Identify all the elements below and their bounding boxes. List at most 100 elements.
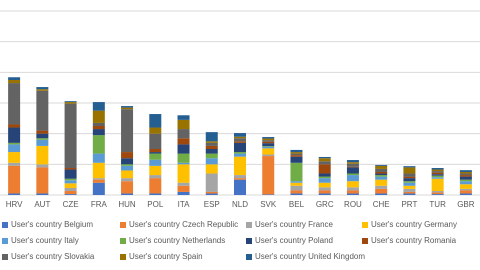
legend-swatch [120, 254, 126, 260]
bar-segment [346, 190, 359, 194]
bar-segment [431, 175, 444, 178]
bar-segment [431, 171, 444, 173]
bar-segment [205, 141, 218, 143]
bar-segment [346, 167, 359, 174]
bar-segment [36, 89, 49, 91]
bar-segment [36, 193, 49, 195]
bar-segment [8, 127, 21, 143]
x-tick-label: PRT [401, 200, 417, 209]
legend-label: User's country Germany [371, 220, 457, 229]
bar-segment [121, 109, 134, 153]
legend-swatch [2, 238, 8, 244]
bar-segment [290, 193, 303, 195]
bar-segment [121, 106, 134, 108]
bar-segment [177, 191, 190, 195]
bar-segment [36, 167, 49, 194]
bar-segment [177, 185, 190, 192]
bar-segment [459, 190, 472, 194]
x-tick-label: GBR [457, 200, 475, 209]
legend-swatch [2, 254, 8, 260]
bar-segment [205, 173, 218, 192]
x-tick-label: BEL [289, 200, 305, 209]
bar-segment [234, 179, 246, 195]
bar-segment [375, 173, 388, 176]
bar-segment [64, 103, 77, 169]
bar-segment [149, 152, 162, 154]
bar-segment [431, 178, 444, 192]
legend-label: User's country Italy [11, 236, 79, 245]
bar-segment [403, 181, 416, 183]
bar-segment [234, 136, 246, 139]
x-tick-label: ROU [344, 200, 362, 209]
bar-segment [459, 170, 472, 172]
legend-label: User's country Czech Republic [129, 220, 238, 229]
legend-label: User's country Slovakia [11, 252, 95, 261]
bar-segment [403, 182, 416, 186]
bar-segment [262, 138, 275, 141]
bar-segment [318, 161, 331, 165]
bar-segment [234, 156, 246, 176]
bar-segment [459, 176, 472, 180]
bar-segment [121, 193, 134, 195]
bar-segment [403, 193, 416, 195]
bar-segment [318, 173, 331, 177]
bar-segment [92, 178, 105, 180]
legend-swatch [120, 222, 126, 228]
bar-segment [346, 162, 359, 164]
bar-segment [121, 107, 134, 110]
bar-segment [459, 172, 472, 174]
bar-segment [234, 152, 246, 154]
bar-segment [64, 102, 77, 104]
bar-segment [177, 182, 190, 186]
bar-segment [262, 141, 275, 144]
legend-swatch [246, 254, 252, 260]
bar-segment [177, 164, 190, 183]
x-tick-label: AUT [34, 200, 50, 209]
bar-segment [234, 153, 246, 157]
bar-segment [375, 164, 388, 166]
bar-segment [318, 178, 331, 183]
bar-segment [36, 139, 49, 146]
x-tick-label: FRA [91, 200, 108, 209]
bar-segment [290, 190, 303, 194]
legend-label: User's country Spain [129, 252, 203, 261]
bar-segment [346, 193, 359, 195]
bar-segment [149, 114, 162, 128]
bar-segment [318, 193, 331, 195]
legend-label: User's country Belgium [11, 220, 93, 229]
bar-segment [64, 183, 77, 188]
bar-segment [431, 191, 444, 193]
bar-segment [459, 188, 472, 191]
bar-segment [290, 152, 303, 154]
bar-segment [431, 177, 444, 179]
bar-segment [92, 122, 105, 126]
bar-segment [8, 142, 21, 145]
bar-segment [205, 153, 218, 159]
bar-segment [459, 173, 472, 176]
bar-segment [459, 179, 472, 182]
bar-segment [234, 138, 246, 142]
bar-segment [403, 167, 416, 174]
bar-segment [403, 173, 416, 177]
bar-segment [36, 145, 49, 165]
bar-segment [262, 154, 275, 157]
x-tick-label: CHE [373, 200, 390, 209]
bar-segment [64, 178, 77, 181]
bar-segment [149, 159, 162, 166]
bar-segment [234, 133, 246, 137]
bar-segment [290, 181, 303, 183]
bar-segment [205, 164, 218, 174]
bar-segment [8, 162, 21, 166]
bar-segment [234, 178, 246, 180]
bar-segment [431, 194, 444, 195]
bar-segment [375, 168, 388, 172]
bar-segment [64, 101, 77, 103]
bar-segment [346, 166, 359, 168]
bar-segment [205, 193, 218, 195]
bar-segment [64, 191, 77, 195]
legend-swatch [120, 238, 126, 244]
bar-segment [431, 168, 444, 170]
bar-segment [205, 132, 218, 142]
